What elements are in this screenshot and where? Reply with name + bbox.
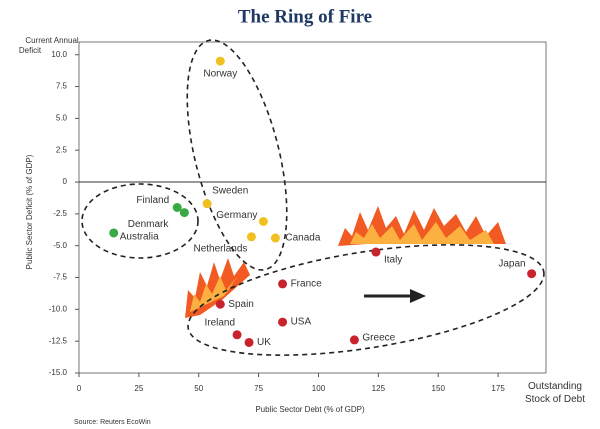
point-label: Denmark	[128, 219, 170, 230]
plot-frame	[78, 41, 547, 374]
flame	[350, 222, 494, 244]
point	[371, 247, 381, 257]
point	[278, 279, 288, 289]
y-tick-label: 10.0	[51, 50, 67, 59]
x-annotation-line: Stock of Debt	[525, 394, 585, 405]
point-label: Greece	[362, 333, 395, 344]
point	[109, 228, 119, 238]
point-label: Canada	[285, 233, 320, 244]
point-label: Ireland	[204, 317, 235, 328]
point-label: Finland	[136, 195, 169, 206]
x-axis-label: Public Sector Debt (% of GDP)	[255, 405, 365, 414]
point	[172, 203, 182, 212]
x-tick-label: 25	[134, 384, 143, 393]
point-label: Spain	[228, 299, 254, 310]
chart-title: The Ring of Fire	[238, 6, 372, 27]
y-tick-label: 7.5	[56, 82, 68, 91]
y-tick-label: -15.0	[49, 368, 68, 377]
x-annotation-line: Outstanding	[528, 381, 582, 392]
x-tick-label: 125	[372, 384, 386, 393]
y-tick-label: -7.5	[53, 273, 67, 282]
point	[215, 56, 225, 66]
group-ellipse	[81, 183, 199, 259]
group-ellipse	[186, 39, 288, 271]
flames	[185, 206, 506, 318]
source: Source: Reuters EcoWin	[74, 419, 151, 426]
arrow-head	[410, 289, 426, 303]
group-ellipse	[187, 244, 545, 356]
point-label: Germany	[216, 210, 257, 221]
point	[258, 217, 268, 227]
y-tick-label: 2.5	[56, 145, 68, 154]
point-label: Netherlands	[194, 243, 248, 254]
y-annotation-line: Current Annual	[25, 36, 79, 45]
point	[270, 233, 280, 243]
y-tick-label: 5.0	[56, 113, 68, 122]
y-axis-label: Public Sector Deficit (% of GDP)	[25, 154, 34, 269]
y-annotation-line: Deficit	[19, 46, 42, 55]
point-label: Australia	[120, 232, 159, 243]
point	[278, 317, 288, 327]
point	[232, 330, 242, 340]
y-tick-label: 0	[63, 177, 68, 186]
point	[527, 269, 537, 279]
point	[179, 208, 189, 218]
x-tick-label: 150	[432, 384, 446, 393]
x-tick-label: 100	[312, 384, 326, 393]
point	[244, 337, 254, 347]
flame	[190, 276, 238, 312]
x-tick-label: 50	[194, 384, 203, 393]
point-label: UK	[257, 337, 271, 348]
y-tick-label: -12.5	[49, 336, 68, 345]
x-annotation: Outstanding Stock of Debt	[525, 381, 585, 405]
point	[246, 232, 256, 242]
y-tick-label: -10.0	[49, 304, 68, 313]
point-label: Italy	[384, 255, 402, 266]
y-tick-label: -5.0	[53, 241, 67, 250]
y-tick-label: -2.5	[53, 209, 67, 218]
x-tick-label: 75	[254, 384, 263, 393]
point-label: Japan	[498, 258, 525, 269]
x-tick-label: 175	[491, 384, 505, 393]
x-tick-label: 0	[77, 384, 82, 393]
point-label: Sweden	[212, 185, 248, 196]
point	[215, 299, 225, 309]
point-label: France	[291, 279, 323, 290]
point-label: Norway	[203, 69, 237, 80]
y-annotation: Current Annual Deficit	[19, 36, 79, 55]
point	[202, 199, 212, 209]
point	[349, 335, 359, 345]
arrow	[364, 289, 426, 303]
point-label: USA	[291, 317, 312, 328]
